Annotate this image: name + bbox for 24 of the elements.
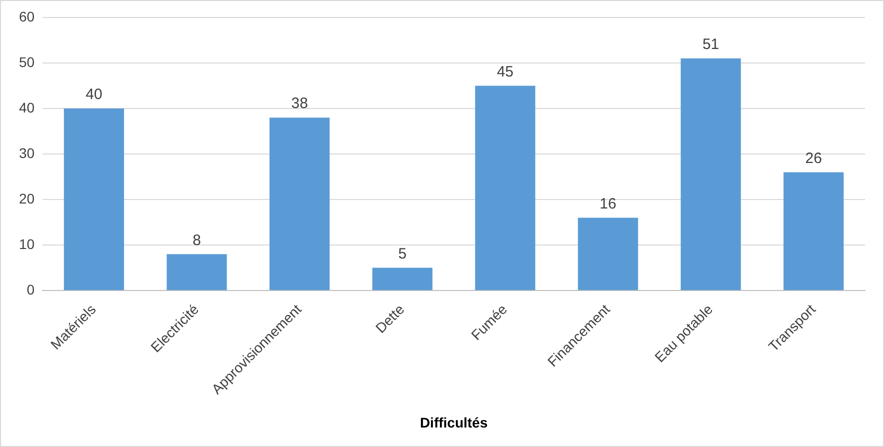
y-tick-label: 0 xyxy=(26,281,35,298)
data-label: 40 xyxy=(86,86,102,104)
y-tick-label: 20 xyxy=(18,190,35,206)
data-label: 38 xyxy=(291,95,308,112)
data-label: 26 xyxy=(805,150,822,167)
bar xyxy=(784,172,844,290)
data-label: 8 xyxy=(192,232,201,249)
bar xyxy=(475,86,536,290)
data-label: 51 xyxy=(702,36,720,54)
data-label: 16 xyxy=(600,195,616,212)
data-label: 45 xyxy=(496,63,514,80)
bar xyxy=(372,268,432,290)
bar xyxy=(166,254,227,290)
bar xyxy=(64,108,124,290)
y-tick-label: 50 xyxy=(18,54,35,70)
bar xyxy=(578,218,638,290)
y-tick-label: 60 xyxy=(18,8,35,24)
y-tick-label: 10 xyxy=(18,236,35,252)
bar xyxy=(270,118,330,290)
data-label: 5 xyxy=(398,245,407,262)
y-tick-label: 40 xyxy=(18,99,35,116)
bar xyxy=(680,58,741,290)
x-axis-title: Difficultés xyxy=(420,414,488,430)
y-tick-label: 30 xyxy=(18,144,35,161)
